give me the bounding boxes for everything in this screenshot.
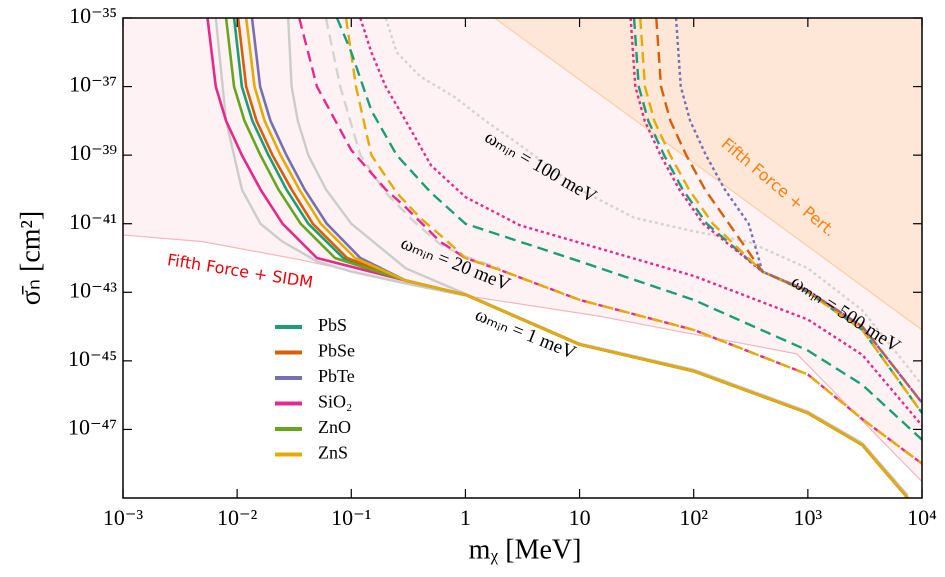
series-line bbox=[359, 18, 922, 427]
series-line bbox=[639, 18, 922, 414]
series-line bbox=[384, 18, 922, 386]
y-tick-label: 10⁻⁴³ bbox=[69, 277, 117, 302]
x-tick-label: 10³ bbox=[794, 505, 823, 530]
legend-label: SiO₂ bbox=[318, 392, 352, 412]
y-tick-label: 10⁻⁴¹ bbox=[69, 209, 117, 234]
y-tick-label: 10⁻⁴⁵ bbox=[68, 346, 117, 371]
series-line bbox=[298, 18, 922, 465]
y-tick-label: 10⁻⁴⁷ bbox=[68, 414, 117, 439]
series-line bbox=[344, 18, 922, 465]
x-tick-label: 10 bbox=[569, 505, 591, 530]
x-tick-label: 1 bbox=[460, 505, 471, 530]
region bbox=[494, 18, 922, 330]
legend-label: PbS bbox=[318, 315, 347, 335]
legend-label: ZnS bbox=[318, 443, 348, 463]
x-tick-label: 10² bbox=[679, 505, 708, 530]
x-tick-label: 10⁻² bbox=[217, 505, 258, 530]
x-tick-label: 10⁻¹ bbox=[331, 505, 371, 530]
axes: 10⁻³ 10⁻² 10⁻¹ 1 10 10² 10³ 10⁴ 10⁻³⁵ 10⁻³⁷ 10⁻³⁹ 1… bbox=[68, 3, 937, 530]
plot-frame bbox=[122, 17, 923, 499]
x-tick-label: 10⁻³ bbox=[103, 505, 144, 530]
legend: PbS PbSe PbTe SiO₂ ZnO ZnS bbox=[275, 315, 355, 463]
series-line bbox=[674, 18, 922, 404]
x-axis-label: mᵪ [MeV] bbox=[469, 534, 582, 565]
annotation: ωₘᵢₙ = 1 meV bbox=[472, 304, 579, 363]
series-line bbox=[244, 18, 909, 498]
y-tick-label: 10⁻³⁷ bbox=[69, 72, 117, 97]
y-tick-label: 10⁻³⁵ bbox=[69, 3, 117, 28]
lines bbox=[206, 18, 922, 498]
series-line bbox=[324, 18, 501, 270]
region-edge bbox=[494, 18, 922, 331]
series-line bbox=[629, 18, 922, 404]
y-axis-label: σ̄ₙ [cm²] bbox=[15, 211, 46, 306]
series-line bbox=[214, 18, 466, 297]
series-line bbox=[286, 18, 909, 497]
legend-label: PbSe bbox=[318, 341, 355, 361]
legend-label: PbTe bbox=[318, 366, 355, 386]
legend-label: ZnO bbox=[318, 417, 351, 437]
x-tick-label: 10⁴ bbox=[907, 505, 937, 530]
y-tick-label: 10⁻³⁹ bbox=[69, 140, 117, 165]
series-line bbox=[335, 18, 922, 441]
